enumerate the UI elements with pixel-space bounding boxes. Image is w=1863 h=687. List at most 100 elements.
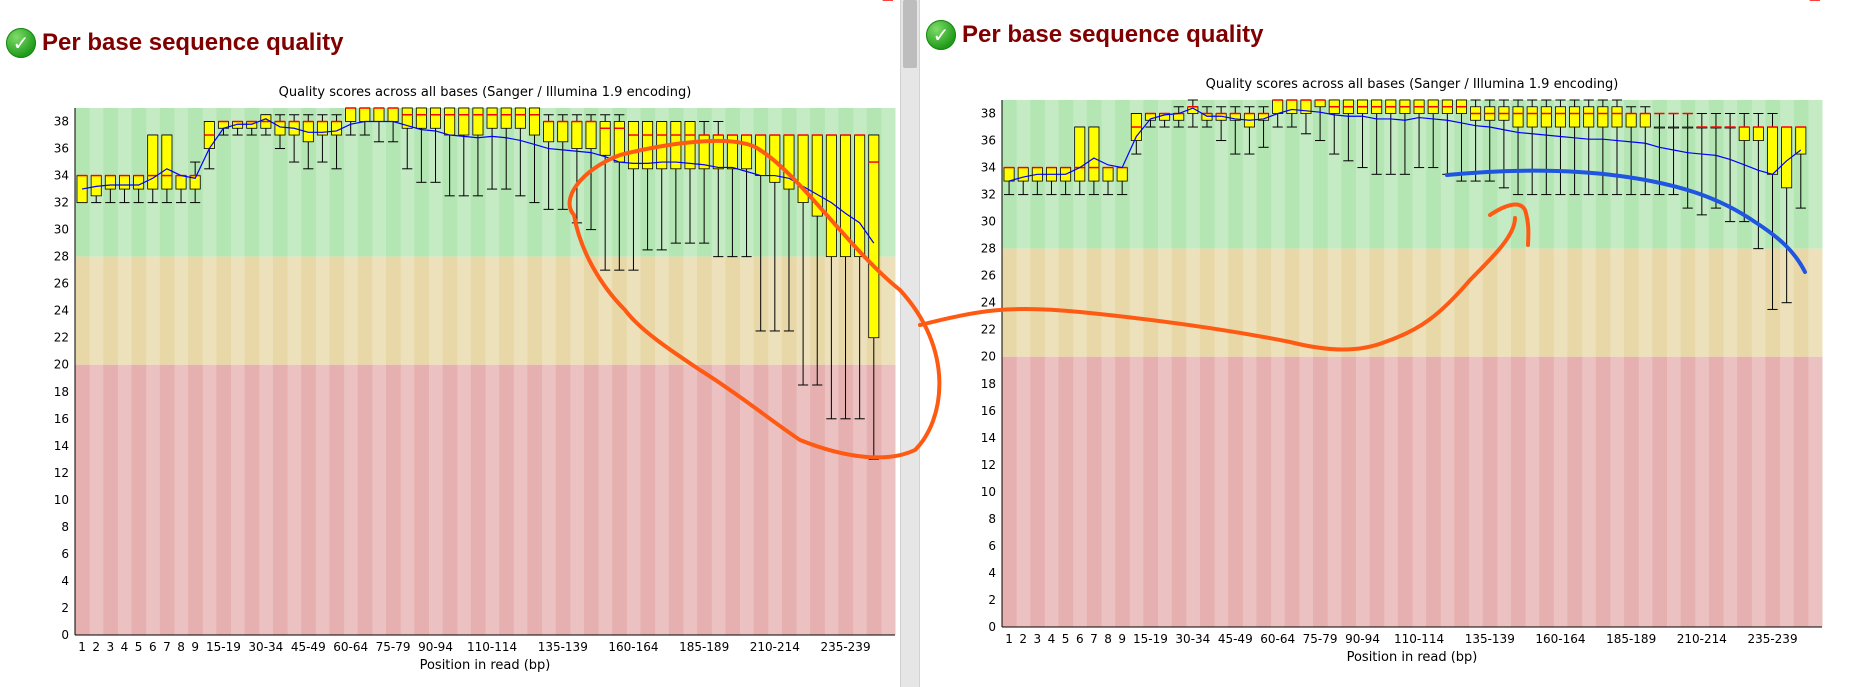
reasonable-zone-stripe [1440,248,1455,357]
reasonable-zone-stripe [1666,248,1682,357]
y-tick-label: 38 [54,115,69,129]
scrollbar-track[interactable] [900,0,920,687]
poor-zone-stripe [1609,356,1625,627]
y-tick-label: 12 [54,466,69,480]
quartile-box [500,107,512,129]
poor-zone-stripe [810,364,825,635]
reasonable-zone-stripe [739,256,755,365]
x-tick-label: 235-239 [1747,632,1797,646]
quartile-box [1526,106,1538,128]
poor-zone-stripe [753,364,769,635]
y-tick-label: 16 [981,404,996,418]
quartile-box [543,121,555,143]
quartile-box [373,107,385,122]
reasonable-zone-stripe [371,256,387,365]
y-tick-label: 34 [54,169,69,183]
x-tick-label: 8 [177,640,185,654]
reasonable-zone-stripe [145,256,161,365]
x-tick-label: 160-164 [608,640,658,654]
poor-zone-stripe [400,364,415,635]
quartile-box [684,121,696,170]
y-tick-label: 34 [981,161,996,175]
poor-zone-stripe [1383,356,1399,627]
quartile-box [1682,126,1694,129]
poor-zone-stripe [1270,356,1286,627]
quartile-box [811,134,823,217]
quartile-box [104,175,116,190]
good-zone-stripe [1298,100,1314,249]
reasonable-zone-stripe [1284,248,1300,357]
quartile-box [1286,99,1298,114]
x-tick-label: 4 [1048,632,1056,646]
quartile-box [1767,126,1779,175]
reasonable-zone-stripe [1412,248,1427,357]
reasonable-zone-stripe [1030,248,1045,357]
y-tick-label: 18 [54,385,69,399]
quartile-box [1611,106,1623,128]
x-tick-label: 7 [1090,632,1098,646]
reasonable-zone-stripe [1708,248,1724,357]
quartile-box [401,107,413,129]
scrollbar-thumb[interactable] [903,0,917,68]
poor-zone-stripe [287,364,302,635]
quartile-box [514,107,526,129]
reasonable-zone-stripe [202,256,217,365]
reasonable-zone-stripe [499,256,514,365]
reasonable-zone-stripe [1751,248,1766,357]
reasonable-zone-stripe [1694,248,1710,357]
quartile-box [345,107,357,122]
quartile-box [1116,167,1128,182]
poor-zone-stripe [1666,356,1682,627]
poor-zone-stripe [1256,356,1272,627]
poor-zone-stripe [1454,356,1470,627]
poor-zone-stripe [1624,356,1639,627]
quartile-box [557,121,569,143]
quartile-box [726,134,738,170]
quartile-box [147,134,159,190]
x-tick-label: 60-64 [1260,632,1295,646]
good-zone-stripe [1426,100,1441,249]
x-tick-label: 1 [1005,632,1013,646]
quartile-box [1668,126,1680,129]
good-zone-stripe [1228,100,1243,249]
x-tick-label: 185-189 [679,640,729,654]
poor-zone-stripe [202,364,217,635]
reasonable-zone-stripe [880,256,896,365]
reasonable-zone-stripe [442,256,458,365]
x-tick-label: 9 [1118,632,1126,646]
poor-zone-stripe [244,364,260,635]
good-zone-stripe [1412,100,1427,249]
poor-zone-stripe [1426,356,1441,627]
poor-zone-stripe [654,364,670,635]
reasonable-zone-stripe [117,256,133,365]
quartile-box [359,107,371,122]
y-tick-label: 6 [988,539,996,553]
poor-zone-stripe [145,364,161,635]
reasonable-zone-stripe [456,256,472,365]
reasonable-zone-stripe [357,256,373,365]
quartile-box [1102,167,1114,182]
x-tick-label: 7 [163,640,171,654]
reasonable-zone-stripe [272,256,288,365]
poor-zone-stripe [1171,356,1187,627]
poor-zone-stripe [1737,356,1752,627]
good-zone-stripe [371,108,387,257]
quartile-box [430,107,442,129]
poor-zone-stripe [796,364,811,635]
poor-zone-stripe [697,364,712,635]
reasonable-zone-stripe [1270,248,1286,357]
x-axis-label: Position in read (bp) [420,658,551,673]
reasonable-zone-stripe [541,256,557,365]
poor-zone-stripe [767,364,783,635]
reasonable-zone-stripe [1723,248,1738,357]
reasonable-zone-stripe [1482,248,1498,357]
reasonable-zone-stripe [386,256,401,365]
y-tick-label: 10 [54,493,69,507]
chart-title: Quality scores across all bases (Sanger … [279,85,692,100]
poor-zone-stripe [1412,356,1427,627]
poor-zone-stripe [1595,356,1611,627]
poor-zone-stripe [442,364,458,635]
reasonable-zone-stripe [216,256,232,365]
splitter-scrollbar[interactable] [900,0,920,687]
quartile-box [840,134,852,258]
